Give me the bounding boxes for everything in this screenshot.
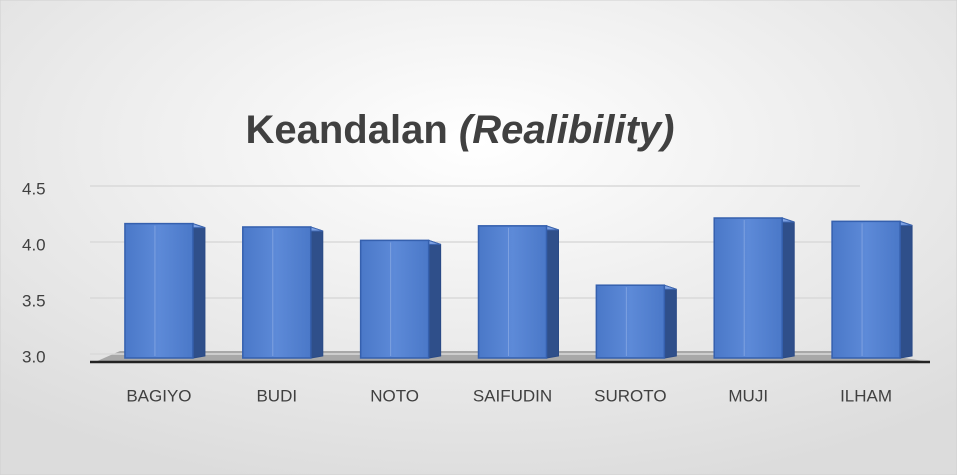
x-tick-label: BAGIYO bbox=[126, 386, 191, 405]
bar bbox=[359, 239, 430, 359]
bar-side bbox=[781, 217, 795, 359]
bar-side bbox=[546, 225, 559, 359]
x-tick-label: SAIFUDIN bbox=[473, 386, 552, 405]
x-tick-label: SUROTO bbox=[594, 386, 666, 405]
bar-side bbox=[428, 239, 442, 359]
y-tick-label: 4.0 bbox=[22, 235, 46, 254]
x-tick-label: MUJI bbox=[728, 386, 768, 405]
x-tick-label: NOTO bbox=[370, 386, 419, 405]
y-tick-label: 3.5 bbox=[22, 291, 46, 310]
bar bbox=[124, 222, 194, 359]
bar bbox=[713, 217, 783, 359]
bar-side bbox=[310, 226, 324, 359]
title-emphasis: (Realibility) bbox=[459, 108, 675, 152]
y-tick-label: 4.5 bbox=[22, 179, 46, 198]
bar bbox=[595, 284, 666, 359]
bar bbox=[242, 226, 312, 359]
title-main: Keandalan bbox=[245, 108, 447, 152]
bar bbox=[831, 220, 901, 359]
x-tick-label: BUDI bbox=[256, 386, 297, 405]
bar-side bbox=[192, 222, 206, 359]
y-tick-label: 3.0 bbox=[22, 347, 46, 366]
x-tick-label: ILHAM bbox=[840, 386, 892, 405]
bar bbox=[477, 225, 548, 359]
bar-side bbox=[663, 284, 677, 359]
chart-title: Keandalan (Realibility) bbox=[245, 108, 674, 152]
bar-side bbox=[899, 220, 913, 359]
